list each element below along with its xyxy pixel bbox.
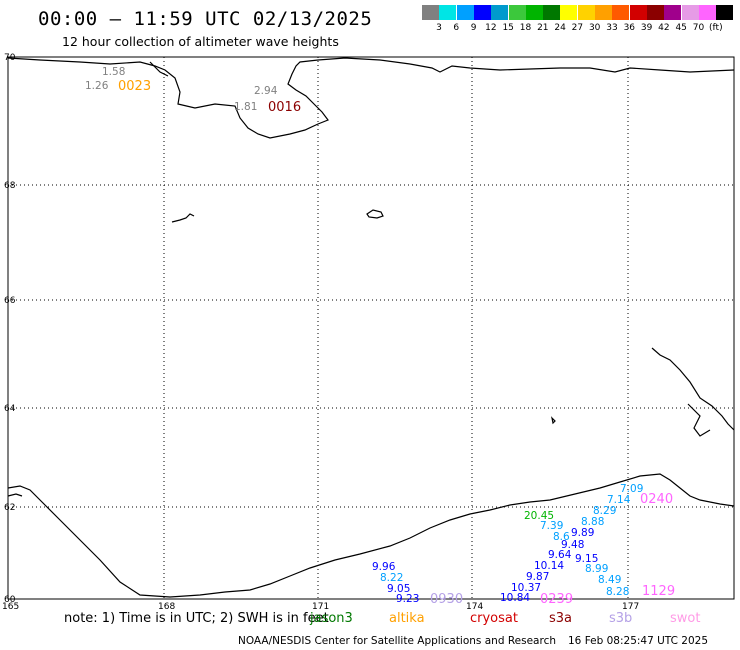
latitude-label: 64 [4,404,16,414]
pass-time-label: 0240 [640,492,673,507]
legend-tick-label: 70 [692,23,705,33]
pass-time-label: 0239 [540,592,573,607]
latitude-label: 68 [4,181,16,191]
footer-timestamp: 16 Feb 08:25:47 UTC 2025 [568,635,708,647]
latitude-label: 60 [4,595,16,605]
longitude-label: 177 [622,602,639,612]
legend-swatch [681,5,699,20]
map-subtitle: 12 hour collection of altimeter wave hei… [62,34,339,49]
wave-height-label: 9.48 [561,539,584,551]
longitude-label: 171 [312,602,329,612]
wave-height-label: 7.09 [620,483,643,495]
legend-swatch [422,5,439,20]
longitude-label: 168 [158,602,175,612]
mission-jason3: jason3 [310,611,353,626]
map-frame [7,56,735,600]
wave-height-label: 20.45 [524,510,554,522]
mission-s3a: s3a [549,611,573,626]
latitude-label: 62 [4,503,15,513]
wave-readings: 1.58 1.26 2.94 1.81 0023 0016 7.097.14 0240 8.29… [85,66,675,607]
legend-tick-label: 18 [519,23,532,33]
legend-tick-label: 3 [436,23,442,33]
footer-agency: NOAA/NESDIS Center for Satellite Applica… [238,635,556,647]
legend-swatch [595,5,612,20]
longitude-label: 174 [466,602,483,612]
wave-height-label: 9.23 [396,593,419,605]
legend-swatch [612,5,630,20]
wave-height-label: 7.39 [540,520,563,532]
legend-tick-label: 42 [658,23,670,33]
legend-swatch [456,5,474,20]
longitude-labels: 165 168 171 174 177 [2,602,639,612]
wave-height-label: 9.64 [548,549,572,561]
legend-tick-label: 30 [588,23,601,33]
wave-height-label: 10.14 [534,560,564,572]
legend-tick-label: (ft) [709,23,723,33]
wave-height-label: 1.58 [102,66,125,78]
longitude-label: 165 [2,602,19,612]
legend-swatch [543,5,561,20]
pass-time-label: 0023 [118,79,151,94]
legend-tick-label: 15 [502,23,514,33]
mission-cryosat: cryosat [470,611,518,626]
legend-tick-label: 33 [606,23,618,33]
legend-swatch [473,5,491,20]
latitude-labels: 70 68 66 64 62 60 [4,53,16,605]
wave-height-label: 8.29 [593,505,616,517]
legend-swatch [698,5,716,20]
wave-height-label: 8.28 [606,586,629,598]
legend-swatch [508,5,526,20]
wave-height-label: 9.05 [387,583,410,595]
wave-height-label: 9.15 [575,553,598,565]
note-text: note: 1) Time is in UTC; 2) SWH is in fe… [64,611,329,626]
wave-height-label: 10.37 [511,582,541,594]
mission-s3b: s3b [609,611,633,626]
legend-swatch [664,5,682,20]
legend-tick-label: 39 [640,23,653,33]
legend-swatch [577,5,595,20]
legend-swatch [560,5,578,20]
latitude-label: 70 [4,53,16,63]
latitude-label: 66 [4,296,16,306]
legend-swatch [716,5,734,20]
legend-swatch [525,5,543,20]
wave-height-label: 9.89 [571,527,594,539]
pass-time-label: 0016 [268,100,301,115]
coastline [7,57,735,598]
legend-swatch [491,5,509,20]
wave-height-label: 9.96 [372,561,396,573]
legend-swatch [439,5,457,20]
legend-tick-label: 21 [537,23,549,33]
wave-height-label: 9.87 [526,571,549,583]
pass-time-label: 1129 [642,584,675,599]
legend-tick-label: 36 [623,23,636,33]
wave-height-label: 1.81 [234,101,257,113]
wave-height-label: 7.14 [607,494,631,506]
wave-height-label: 8.49 [598,574,621,586]
wave-height-label: 8.22 [380,572,403,584]
legend-swatch [629,5,647,20]
wave-height-label: 10.84 [500,592,530,604]
legend-tick-label: 45 [675,23,687,33]
pass-time-label: 0930 [430,592,463,607]
wave-height-label: 8.6 [553,531,570,543]
legend-tick-label: 24 [554,23,566,33]
legend-tick-label: 6 [453,23,460,33]
legend-tick-label: 27 [571,23,584,33]
mission-swot: swot [670,611,701,626]
wave-height-label: 1.26 [85,80,109,92]
graticule [8,57,734,599]
wave-height-label: 2.94 [254,85,278,97]
legend-tick-label: 9 [470,23,477,33]
legend-tick-label: 12 [485,23,497,33]
mission-altika: altika [389,611,425,626]
wave-height-label: 8.88 [581,516,604,528]
wave-height-label: 8.99 [585,563,608,575]
map-title: 00:00 — 11:59 UTC 02/13/2025 [38,8,373,30]
legend-swatch [646,5,664,20]
